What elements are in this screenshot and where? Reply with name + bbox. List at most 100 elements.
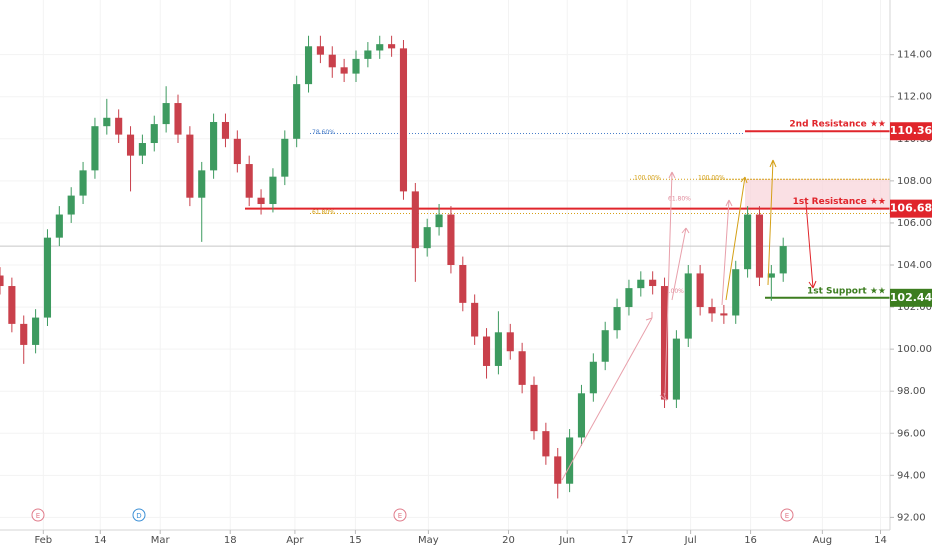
candle-body [672,338,680,400]
price-badge [890,288,932,307]
candle-body [411,191,419,249]
resistance-zone [745,179,890,209]
fib-label: 78.60% [312,129,335,136]
price-badge-label: 102.44 [890,291,932,304]
y-tick-label: 104.00 [897,260,932,271]
axes: 92.00 94.00 96.00 98.00 100.00 102.00 104.00 10… [31,50,932,546]
x-tick-label: Aug [813,535,833,546]
arrows [561,159,817,481]
y-tick-label: 92.00 [897,512,926,523]
arrow [671,227,690,301]
candle-body [8,286,16,324]
candle-body [138,143,146,156]
candle-body [482,336,491,366]
candle-body [471,302,479,337]
candle-body [0,275,4,287]
event-label: E [785,512,789,520]
event-label: D [136,512,141,520]
fib-label: 100.00% [634,175,661,182]
x-tick-label: Feb [34,535,52,546]
candle-body [732,269,740,316]
candle-body [542,431,550,457]
candle-body [150,124,158,144]
candle-body [518,351,526,385]
candle-body [589,361,597,394]
x-tick-label: Jul [684,535,697,546]
grid [0,0,890,530]
event-label: E [398,512,402,520]
candle-body [55,214,63,238]
candle-body [257,197,265,205]
level-label: 2nd Resistance ★★ [789,120,886,130]
candle-body [126,134,135,156]
candle-body [43,237,52,318]
level-label: 1st Support ★★ [807,286,886,296]
candle-body [554,456,562,484]
x-tick-label: May [418,535,439,546]
x-tick-label: 20 [502,535,515,546]
overlays [561,159,817,481]
event-label: E [36,512,40,520]
candle-body [233,138,241,165]
candle-body [186,134,194,198]
annotations: 78.60% 61.80% 100.00% 100.00% 61.80% 50.00% 2n… [0,120,890,299]
price-axis-bg [890,0,932,550]
candle-body [352,58,360,74]
arrow [561,312,653,481]
candle-body [684,273,692,339]
candle-body [708,307,716,314]
candle-body [281,138,289,177]
y-tick-label: 98.00 [897,386,926,397]
candle-body [103,117,111,127]
candle-body [779,246,787,274]
candle-body [435,214,443,228]
candle-body [423,227,431,249]
candle-body [210,121,218,171]
arrow [805,202,817,289]
candle-body [613,307,621,331]
candle-body [79,170,87,196]
fib-label: 61.80% [312,209,335,216]
candle-body [388,44,396,49]
y-tick-label: 100.00 [897,344,932,355]
candle-body [316,46,324,55]
x-tick-label: 14 [94,535,107,546]
candle-body [744,214,752,270]
candle-body [328,54,336,68]
x-tick-label: 14 [874,535,887,546]
candle-body [364,50,372,59]
candle-body [91,126,99,171]
x-tick-label: Apr [286,535,304,546]
candle-body [162,103,170,125]
x-tick-label: 18 [224,535,237,546]
candle-body [720,313,728,316]
arrow [721,199,733,306]
y-tick-label: 114.00 [897,50,932,61]
fib-label: 61.80% [668,195,691,202]
y-tick-label: 112.00 [897,92,932,103]
candle-body [399,48,408,192]
arrow [767,159,777,286]
event-marker [31,508,45,522]
y-tick-label: 102.00 [897,302,932,313]
candle-body [447,214,455,265]
event-marker [780,508,794,522]
y-tick-label: 96.00 [897,428,926,439]
candle-body [601,330,609,362]
arrow [725,176,748,301]
candle-body [174,103,182,135]
x-tick-label: 17 [621,535,634,546]
candle-body [625,288,633,308]
candle-body [530,384,538,432]
candle-body [304,46,313,85]
candle-body [767,273,775,278]
event-marker [132,508,146,522]
candle-body [637,279,645,289]
candle-body [67,195,75,215]
candle-body [577,393,586,438]
candle-body [506,332,514,352]
y-tick-label: 108.00 [897,176,932,187]
price-badge [890,199,932,218]
x-tick-label: 15 [349,535,362,546]
